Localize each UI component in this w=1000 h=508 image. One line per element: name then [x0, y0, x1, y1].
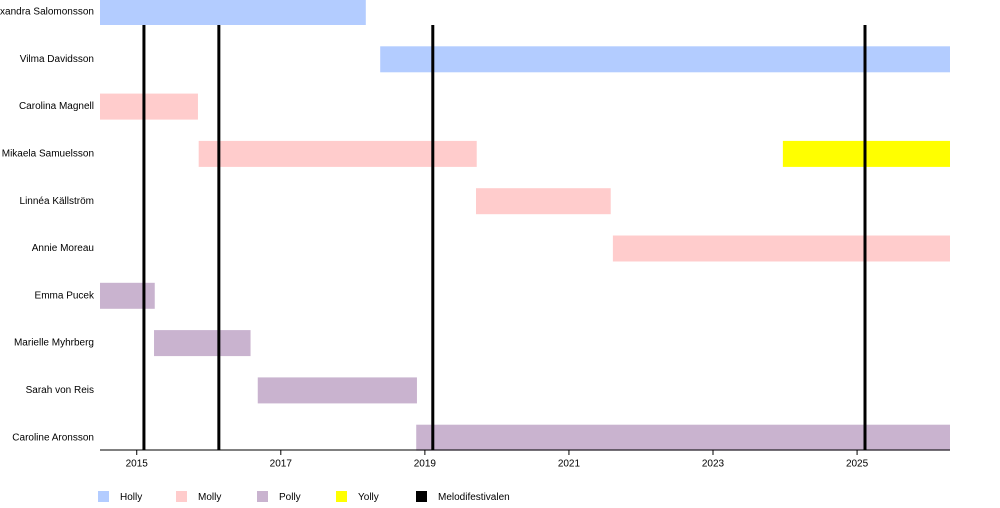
bar	[100, 282, 155, 309]
bar	[612, 235, 950, 262]
x-tick-label: 2021	[558, 459, 581, 470]
legend-label: Molly	[198, 492, 221, 503]
row-label: Alexandra Salomonsson	[0, 7, 94, 18]
row-label: Emma Pucek	[35, 290, 95, 301]
bar	[198, 140, 477, 167]
bar	[476, 188, 611, 215]
legend-label: Holly	[120, 492, 142, 503]
row-label: Marielle Myhrberg	[14, 338, 94, 349]
bar	[380, 46, 950, 73]
legend-label: Polly	[279, 492, 301, 503]
legend-swatch	[416, 491, 427, 502]
bar	[257, 377, 417, 404]
x-tick-label: 2023	[702, 459, 725, 470]
bar	[416, 424, 950, 451]
legend-label: Melodifestivalen	[438, 492, 510, 503]
row-label: Carolina Magnell	[19, 101, 94, 112]
row-label: Annie Moreau	[32, 243, 94, 254]
legend-swatch	[336, 491, 347, 502]
row-label: Caroline Aronsson	[12, 432, 94, 443]
row-label: Sarah von Reis	[26, 385, 94, 396]
bar	[154, 330, 251, 357]
bar	[100, 0, 366, 25]
legend-swatch	[257, 491, 268, 502]
x-tick-label: 2015	[126, 459, 149, 470]
x-tick-label: 2017	[270, 459, 293, 470]
legend-label: Yolly	[358, 492, 379, 503]
row-label: Linnéa Källström	[20, 196, 94, 207]
legend-swatch	[98, 491, 109, 502]
x-tick-label: 2025	[846, 459, 869, 470]
row-label: Mikaela Samuelsson	[2, 149, 94, 160]
row-label: Vilma Davidsson	[20, 54, 94, 65]
bar	[100, 93, 198, 120]
x-tick-label: 2019	[414, 459, 437, 470]
legend-swatch	[176, 491, 187, 502]
